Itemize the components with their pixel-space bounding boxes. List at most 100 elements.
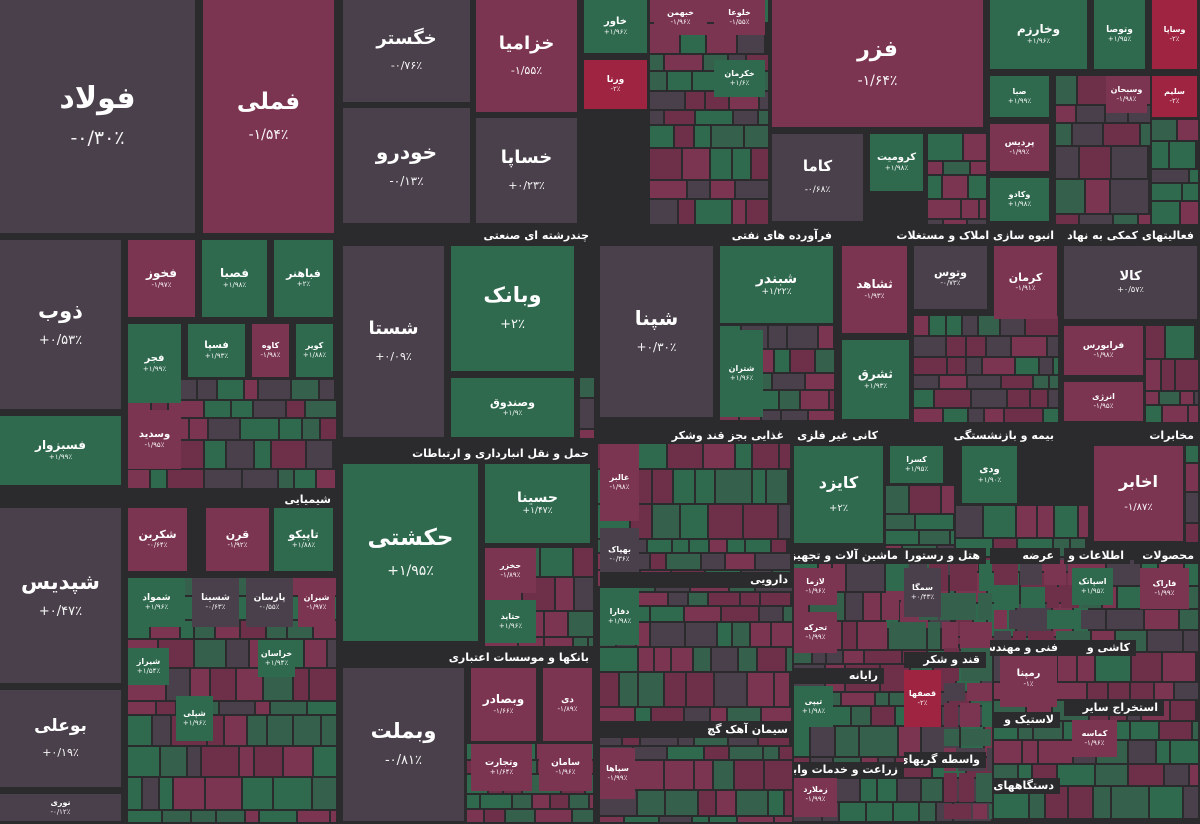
tile-name: کسرا xyxy=(906,455,927,465)
tile-name: فرابورس xyxy=(1082,340,1125,351)
mosaic-cell xyxy=(956,506,982,537)
mosaic-cell xyxy=(785,791,792,815)
mosaic-cell xyxy=(819,326,833,348)
section-header: فرآورده های نفتی xyxy=(598,228,838,244)
mosaic-cell xyxy=(1030,787,1044,818)
mosaic-cell xyxy=(736,444,751,468)
tile-change: +۱/۹۸٪ xyxy=(607,616,632,625)
mosaic-cell xyxy=(227,640,248,667)
mosaic-cell xyxy=(914,376,938,388)
mosaic-cell xyxy=(760,92,768,109)
tile-change: +۲٪ xyxy=(500,317,525,333)
mosaic-cell xyxy=(751,623,770,646)
mosaic-cell xyxy=(570,795,588,808)
tile-name: خراسان xyxy=(260,649,293,659)
tile-change: -۱/۹۹٪ xyxy=(1009,148,1030,157)
mosaic-cell xyxy=(1017,506,1036,537)
mosaic-cell xyxy=(243,470,277,488)
mosaic-cell xyxy=(886,560,907,591)
mosaic-cell xyxy=(1186,524,1198,542)
mosaic-cell xyxy=(1157,741,1169,763)
mosaic-cell xyxy=(1034,376,1048,388)
tile-name: کرمان xyxy=(1008,270,1043,284)
tile: فصبا +۱/۹۸٪ xyxy=(202,240,267,317)
tile: سپاها -۱/۹۹٪ xyxy=(600,748,635,799)
tile-name: ورنا xyxy=(606,74,625,85)
tile: قرن -۱/۹۲٪ xyxy=(206,508,269,571)
tile-name: وتجارت xyxy=(484,757,519,768)
tile-name: سپاها xyxy=(606,764,629,774)
mosaic-cell xyxy=(1193,722,1198,739)
mosaic-cell xyxy=(942,622,958,649)
mosaic-cell xyxy=(272,441,305,468)
tile-change: +۱/۹۵٪ xyxy=(387,562,434,579)
mosaic-cell xyxy=(944,683,965,701)
tile-name: فملی xyxy=(236,89,301,116)
mosaic-cell xyxy=(816,350,834,372)
tile: کماسه -۱/۹۶٪ xyxy=(1072,720,1117,757)
tile-name: دفارا xyxy=(609,607,630,617)
mosaic-cell xyxy=(294,669,308,700)
tile: فخوز -۱/۹۷٪ xyxy=(128,240,195,317)
tile: وصندوق +۱/۹٪ xyxy=(451,378,574,437)
tile: وساپا -۲٪ xyxy=(1152,0,1197,69)
mosaic-cell xyxy=(769,326,786,348)
mosaic-cell xyxy=(775,673,789,706)
mosaic-cell xyxy=(968,220,986,224)
section-header: هتل و رستوران xyxy=(904,548,986,564)
mosaic-cell xyxy=(545,612,567,636)
mosaic-cell xyxy=(574,548,593,576)
mosaic-cell xyxy=(243,778,272,809)
mosaic-cell xyxy=(699,791,715,815)
mosaic-cell xyxy=(772,623,792,646)
tile-name: صبا xyxy=(1012,87,1027,97)
section-header: لاستیک و xyxy=(994,712,1060,728)
mosaic-cell xyxy=(711,181,734,198)
mosaic-cell xyxy=(218,380,243,399)
mosaic-cell xyxy=(163,811,190,822)
tile-name: خزامیا xyxy=(498,32,555,54)
mosaic-cell xyxy=(292,380,318,399)
mosaic-cell xyxy=(308,702,336,714)
mosaic-cell xyxy=(886,486,908,513)
mosaic-cell xyxy=(1096,653,1130,681)
tile-change: +۱/۶۴٪ xyxy=(489,768,514,777)
tile: وسدید -۱/۹۵٪ xyxy=(128,410,181,469)
tile-change: -۲٪ xyxy=(917,698,928,707)
tile-name: خلوعا xyxy=(728,8,751,18)
mosaic-cell xyxy=(1152,202,1179,224)
tile-change: -۱/۹۵٪ xyxy=(1093,401,1114,410)
tile-name: شستا xyxy=(368,318,419,339)
mosaic-cell xyxy=(928,200,960,218)
mosaic-cell xyxy=(765,761,792,789)
tile-change: +۱/۸۸٪ xyxy=(302,350,327,359)
mosaic-cell xyxy=(1056,147,1078,178)
tile: ثشاهد -۱/۹۳٪ xyxy=(842,246,907,333)
tile: حکشتی +۱/۹۵٪ xyxy=(343,464,478,641)
mosaic-cell xyxy=(973,804,987,819)
tile-change: -۰/۳۶٪ xyxy=(609,554,630,563)
mosaic-cell xyxy=(1049,390,1058,407)
section-header: زراعت و خدمات وابسته xyxy=(794,762,904,778)
tile-name: غالبر xyxy=(609,473,630,483)
tile: بوعلی +۰/۱۹٪ xyxy=(0,690,121,787)
mosaic-cell xyxy=(969,176,986,198)
tile-name: وخارزم xyxy=(1016,22,1061,37)
mosaic-cell xyxy=(1096,765,1127,785)
tile-name: تیپی xyxy=(804,697,823,707)
tile-change: -۱/۹۱٪ xyxy=(1015,284,1036,293)
mosaic-cell xyxy=(756,554,790,569)
mosaic-cell xyxy=(513,795,531,808)
mosaic-cell xyxy=(1148,631,1182,651)
mosaic-cell xyxy=(787,648,792,671)
tile-name: فخوز xyxy=(146,266,177,281)
section-header: استخراج سایر xyxy=(1064,700,1164,716)
tile-change: -۱/۹۳٪ xyxy=(864,291,885,300)
mosaic-cell xyxy=(128,811,161,822)
mosaic-cell xyxy=(128,716,151,745)
tile-change: -۱/۵۴٪ xyxy=(248,126,289,143)
mosaic-cell xyxy=(979,316,999,335)
tile: فجر +۱/۹۹٪ xyxy=(128,324,181,403)
mosaic-cell xyxy=(1069,787,1092,818)
tile-change: +۱/۹۶٪ xyxy=(729,373,754,382)
